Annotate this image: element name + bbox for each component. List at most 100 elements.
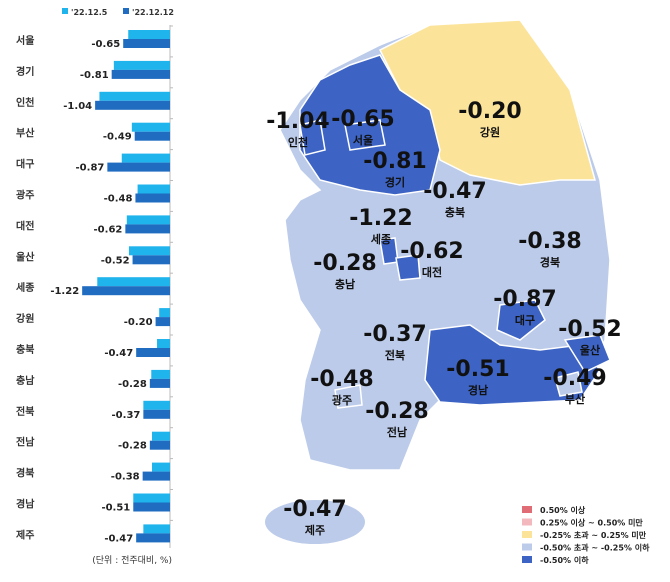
- bar-dec12: [133, 502, 170, 512]
- data-label: -0.47: [104, 533, 133, 544]
- region-name: 세종: [371, 232, 391, 246]
- bar-dec12: [107, 162, 170, 172]
- category-label: 제주: [16, 528, 34, 541]
- data-label: -1.04: [63, 101, 92, 112]
- bar-dec12: [132, 255, 170, 265]
- category-label: 대전: [16, 219, 34, 232]
- region-daejeon: [395, 254, 421, 281]
- category-label: 경북: [16, 467, 34, 480]
- bar-dec5: [126, 215, 170, 225]
- map-legend-label: 0.50% 이상: [540, 505, 586, 515]
- region-name: 전남: [387, 425, 407, 439]
- bar-dec5: [143, 524, 170, 534]
- region-value: -0.49: [543, 366, 606, 391]
- map-legend-swatch: [522, 543, 532, 551]
- category-label: 경기: [16, 65, 34, 78]
- region-busan: [554, 371, 583, 397]
- region-name: 광주: [332, 394, 352, 407]
- region-name: 강원: [480, 125, 500, 139]
- data-label: -0.38: [111, 472, 140, 483]
- region-value: -0.52: [558, 317, 621, 342]
- bar-dec5: [151, 369, 170, 379]
- region-value: -0.20: [458, 99, 521, 124]
- category-label: 대구: [16, 158, 34, 171]
- bar-dec12: [155, 317, 170, 327]
- category-label: 부산: [16, 127, 35, 140]
- region-map: -1.04인천-0.65서울-0.81경기-0.20강원-0.47충북-1.22…: [265, 19, 650, 565]
- region-name: 충남: [335, 277, 355, 291]
- bar-dec5: [113, 60, 170, 70]
- map-legend-label: -0.25% 초과 ~ 0.25% 미만: [540, 530, 647, 540]
- category-label: 경남: [16, 498, 35, 511]
- data-label: -0.28: [118, 379, 147, 390]
- category-label: 광주: [16, 190, 34, 202]
- region-name: 서울: [353, 133, 373, 147]
- bar-dec12: [111, 69, 170, 79]
- region-name: 울산: [580, 343, 600, 357]
- bar-dec5: [128, 30, 170, 39]
- data-label: -0.87: [76, 163, 105, 174]
- bar-dec5: [159, 308, 170, 318]
- legend-swatch: [62, 8, 68, 14]
- region-name: 대구: [515, 313, 535, 327]
- region-value: -0.28: [313, 251, 376, 276]
- bar-dec5: [99, 91, 170, 101]
- map-legend-label: -0.50% 이하: [540, 555, 589, 565]
- region-name: 제주: [305, 523, 325, 537]
- bar-dec5: [128, 246, 170, 256]
- data-label: -0.37: [112, 410, 141, 421]
- category-label: 인천: [16, 96, 34, 109]
- bar-dec12: [136, 533, 170, 543]
- bar-dec12: [82, 286, 170, 296]
- bar-dec5: [152, 431, 170, 441]
- bar-dec5: [131, 122, 170, 132]
- bar-dec12: [135, 193, 170, 203]
- data-label: -0.47: [104, 348, 133, 359]
- category-label: 충북: [16, 343, 34, 356]
- bar-dec12: [143, 409, 170, 419]
- data-label: -0.49: [103, 132, 132, 143]
- region-value: -0.28: [365, 399, 428, 424]
- bar-dec5: [137, 184, 170, 194]
- bar-dec12: [136, 348, 170, 357]
- category-label: 강원: [16, 312, 34, 325]
- map-legend-swatch: [522, 556, 532, 563]
- legend-label: '22.12.5: [71, 8, 108, 17]
- region-value: -0.47: [423, 179, 486, 204]
- region-name: 대전: [422, 265, 442, 279]
- region-value: -0.65: [331, 107, 394, 132]
- category-label: 울산: [16, 250, 35, 263]
- map-legend-swatch: [522, 506, 532, 513]
- map-legend-swatch: [522, 531, 532, 538]
- data-label: -1.22: [50, 286, 79, 297]
- region-incheon: [299, 119, 326, 156]
- bar-dec12: [95, 100, 170, 110]
- region-name: 충북: [445, 205, 465, 219]
- bar-dec5: [152, 462, 170, 472]
- bar-chart: '22.12.5 '22.12.12 서울 -0.65 경기 -0.81 인천 -1.04 부산…: [16, 8, 174, 566]
- region-name: 경기: [385, 175, 405, 189]
- category-label: 서울: [16, 34, 34, 47]
- bar-dec5: [121, 153, 170, 163]
- map-legend-swatch: [522, 518, 532, 526]
- map-legend-label: 0.25% 이상 ~ 0.50% 미만: [540, 518, 643, 528]
- unit-note: (단위 : 전주대비, %): [92, 555, 172, 566]
- region-value: -0.48: [310, 367, 373, 392]
- data-label: -0.48: [104, 194, 133, 205]
- region-value: -0.62: [400, 239, 463, 264]
- category-label: 전남: [16, 436, 35, 449]
- region-value: -0.51: [446, 357, 509, 382]
- data-label: -0.81: [80, 70, 109, 81]
- region-value: -0.47: [283, 497, 346, 522]
- map-legend-label: -0.50% 초과 ~ -0.25% 이하: [540, 543, 650, 553]
- data-label: -0.20: [124, 317, 153, 328]
- region-ulsan: [563, 334, 611, 373]
- bar-dec12: [125, 224, 170, 234]
- bar-dec12: [123, 39, 170, 48]
- region-value: -0.38: [518, 229, 581, 254]
- region-value: -0.81: [363, 149, 426, 174]
- region-name: 경북: [540, 255, 560, 269]
- region-name: 전북: [385, 348, 405, 362]
- region-value: -0.37: [363, 322, 426, 347]
